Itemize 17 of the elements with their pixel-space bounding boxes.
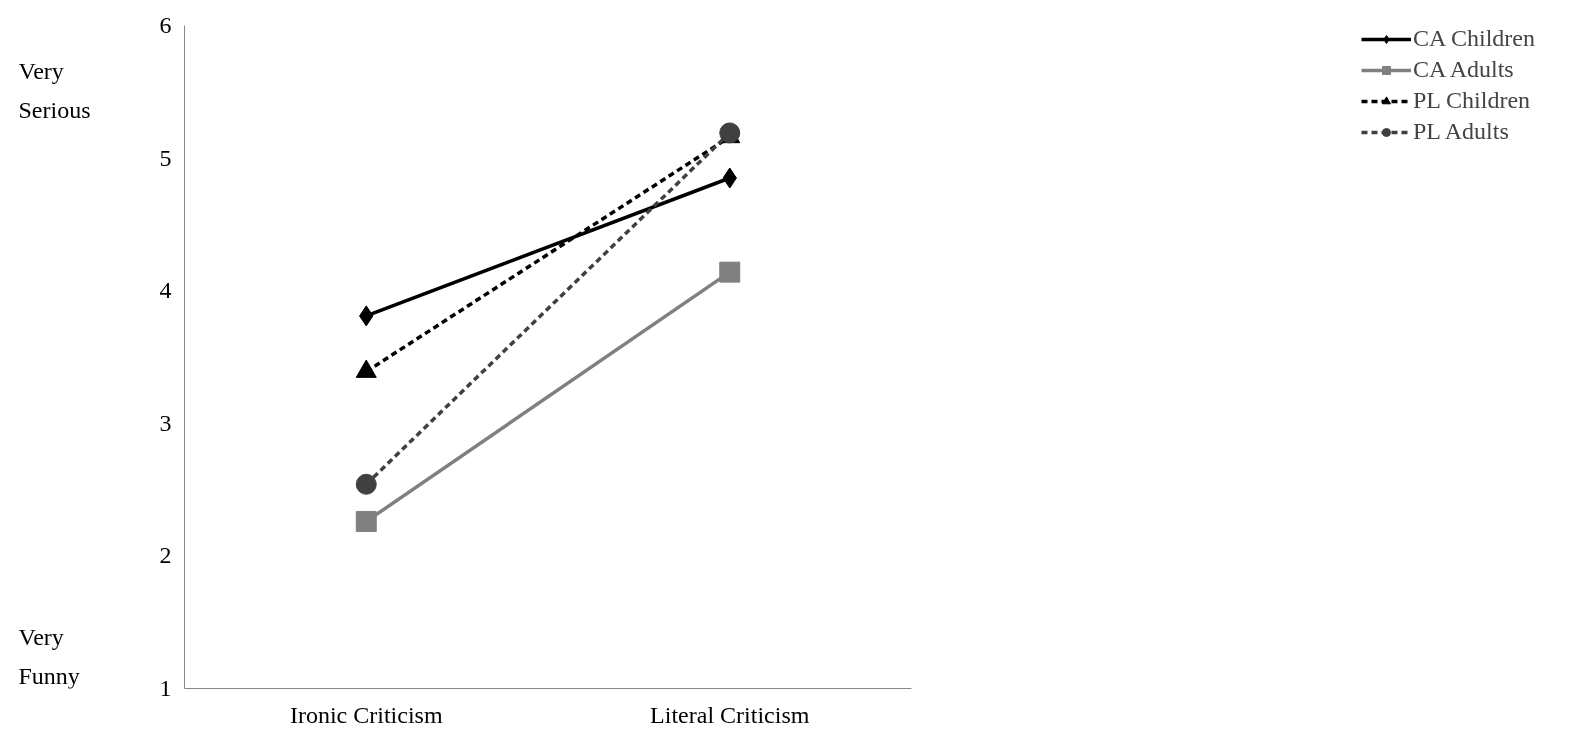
y-tick-label: 6 (159, 12, 172, 38)
x-tick-label: Ironic Criticism (289, 701, 443, 728)
legend-label: CA Children (1412, 25, 1535, 52)
y-tick-label: 1 (159, 675, 172, 701)
y-tick-label: 2 (159, 542, 172, 569)
point (355, 510, 377, 532)
x-tick-label: Literal Criticism (650, 701, 810, 728)
y-tick-label: 3 (159, 409, 172, 436)
point (355, 473, 377, 495)
text: Very Serious (18, 58, 91, 123)
legend-label: CA Adults (1412, 56, 1514, 83)
text: Very Funny (18, 624, 80, 689)
y-tick-label: 5 (159, 144, 172, 171)
point (719, 261, 741, 283)
y-tick-label: 4 (159, 277, 172, 304)
legend-label: PL Adults (1412, 118, 1509, 145)
legend-label: PL Children (1412, 87, 1531, 114)
